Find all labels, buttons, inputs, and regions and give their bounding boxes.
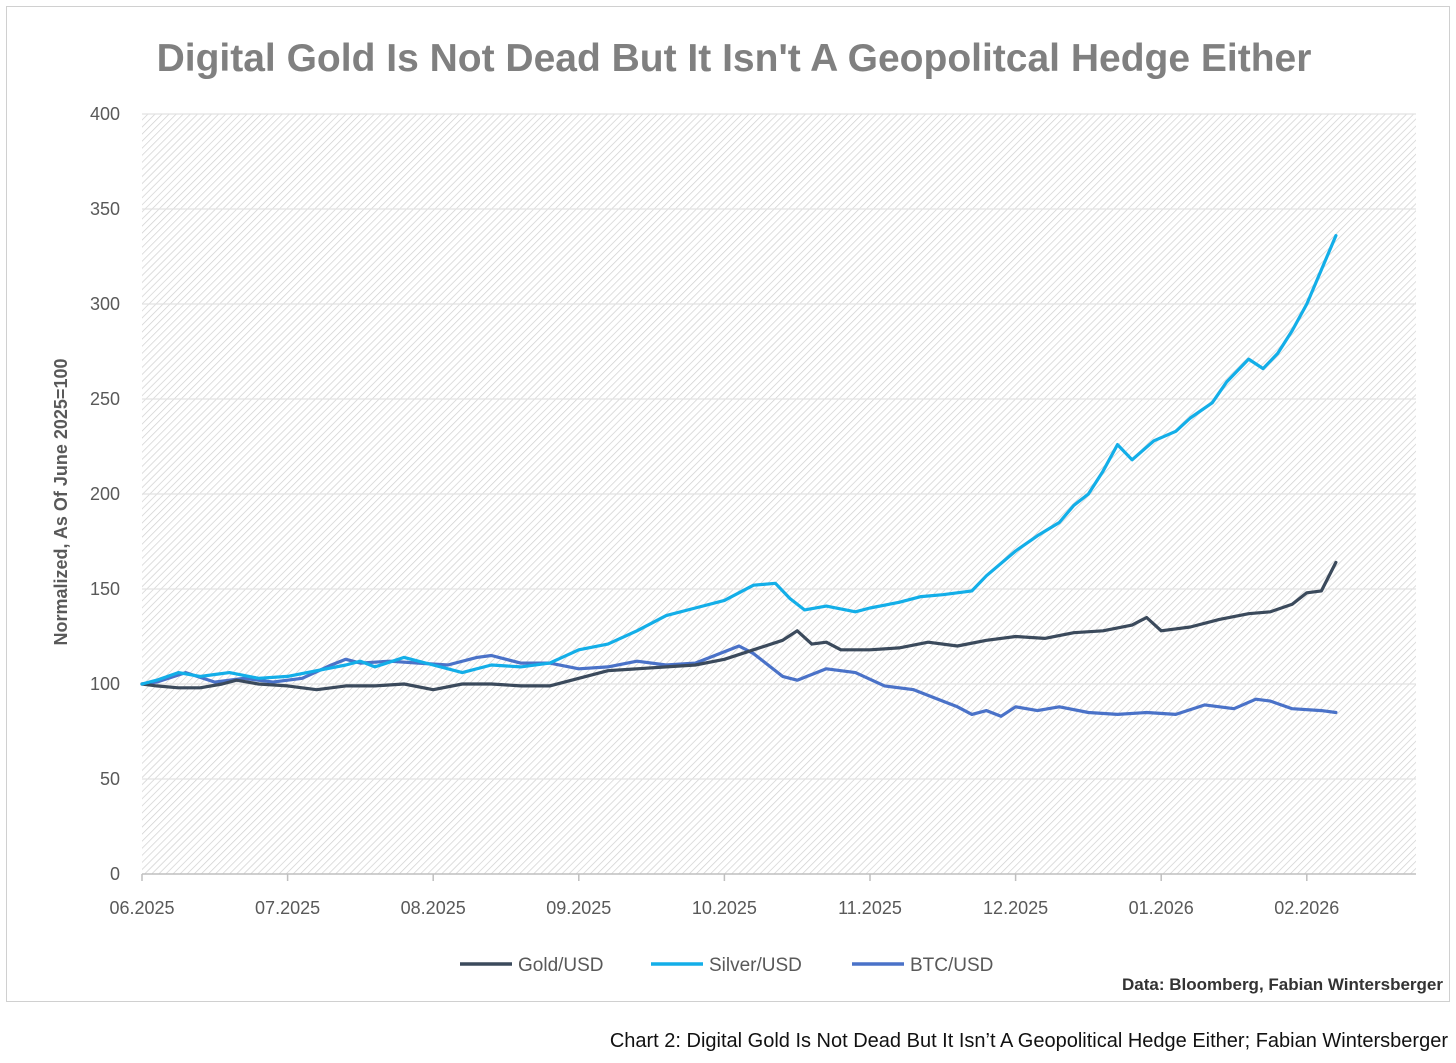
x-tick-label: 07.2025: [255, 898, 320, 918]
series-line-gold-usd: [140, 560, 1338, 692]
source-note: Data: Bloomberg, Fabian Wintersberger: [1122, 975, 1443, 994]
y-axis-label: Normalized, As Of June 2025=100: [51, 359, 71, 646]
y-tick-label: 250: [90, 389, 120, 409]
figure-caption: Chart 2: Digital Gold Is Not Dead But It…: [609, 1030, 1448, 1052]
x-tick-label: 12.2025: [983, 898, 1048, 918]
x-tick-label: 01.2026: [1129, 898, 1194, 918]
series-line-silver-usd: [140, 234, 1338, 686]
line-chart: Digital Gold Is Not Dead But It Isn't A …: [51, 37, 1443, 994]
legend: Gold/USD Silver/USD BTC/USD: [460, 955, 993, 976]
y-tick-label: 300: [90, 294, 120, 314]
chart-title: Digital Gold Is Not Dead But It Isn't A …: [157, 37, 1312, 80]
x-tick-label: 08.2025: [401, 898, 466, 918]
legend-label: Gold/USD: [518, 955, 604, 976]
y-tick-label: 150: [90, 579, 120, 599]
x-tick-label: 09.2025: [546, 898, 611, 918]
x-tick-label: 11.2025: [838, 898, 902, 918]
y-tick-label: 100: [90, 674, 120, 694]
y-tick-label: 350: [90, 199, 120, 219]
y-tick-label: 200: [90, 484, 120, 504]
series-line-btc-usd: [140, 644, 1338, 718]
chart-frame: Digital Gold Is Not Dead But It Isn't A …: [6, 6, 1450, 1002]
x-axis-ticks: 06.2025 07.2025 08.2025 09.2025 10.2025 11.20…: [109, 874, 1339, 918]
y-tick-label: 0: [110, 864, 120, 884]
x-tick-label: 10.2025: [692, 898, 757, 918]
legend-label: Silver/USD: [709, 955, 802, 976]
y-tick-label: 400: [90, 104, 120, 124]
x-tick-label: 02.2026: [1274, 898, 1339, 918]
y-tick-label: 50: [100, 769, 120, 789]
y-axis-ticks: 0 50 100 150 200 250 300 350 400: [90, 104, 120, 884]
x-tick-label: 06.2025: [109, 898, 174, 918]
series-lines: [140, 234, 1338, 718]
legend-label: BTC/USD: [910, 955, 993, 976]
